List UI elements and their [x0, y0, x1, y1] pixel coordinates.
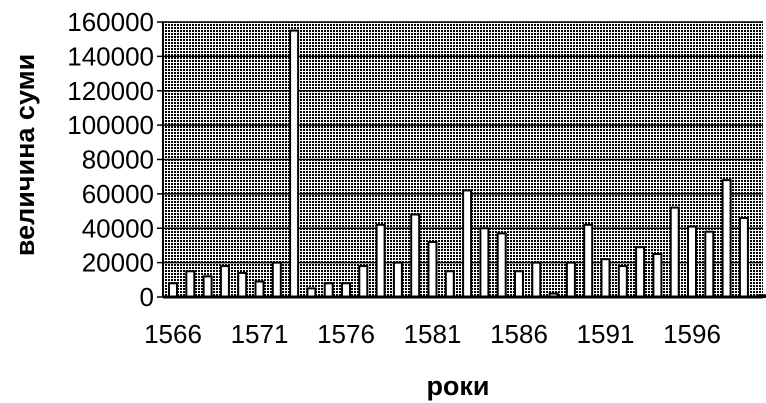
- bar-1571: [254, 280, 265, 298]
- bar-1584: [479, 227, 490, 298]
- x-tick-labels: 1566 1571 1576 1581 1586 1591 1596: [144, 319, 721, 349]
- bar-1581: [427, 241, 438, 298]
- bar-1591: [600, 258, 611, 298]
- bar-1593: [635, 246, 646, 298]
- x-tick-label-1581: 1581: [404, 319, 462, 349]
- bar-1585: [496, 232, 507, 298]
- bar-1590: [583, 223, 594, 298]
- bar-1573: [289, 29, 300, 298]
- y-tick-label-8: 160000: [67, 7, 154, 37]
- bar-1577: [358, 265, 369, 298]
- bar-1586: [514, 270, 524, 298]
- bar-1566: [168, 282, 178, 298]
- bar-1582: [444, 270, 455, 298]
- bar-1575: [323, 282, 334, 298]
- x-tick-label-1566: 1566: [144, 319, 202, 349]
- bar-1583: [462, 189, 473, 298]
- y-tick-label-6: 120000: [67, 76, 154, 106]
- bar-1572: [271, 261, 282, 298]
- bar-1595: [669, 206, 680, 298]
- y-tick-label-3: 60000: [82, 179, 154, 209]
- x-tick-label-1596: 1596: [663, 319, 721, 349]
- bar-1568: [202, 275, 213, 298]
- bar-1599: [738, 216, 749, 298]
- y-tick-label-4: 80000: [82, 145, 154, 175]
- bar-1570: [237, 271, 248, 298]
- axes: [157, 21, 763, 299]
- x-tick-label-1586: 1586: [490, 319, 548, 349]
- bar-1587: [531, 261, 542, 298]
- x-axis-title: роки: [426, 371, 489, 401]
- bar-1598: [721, 179, 732, 298]
- bar-1594: [652, 253, 663, 298]
- y-tick-labels: 0 20000 40000 60000 80000 100000 120000 140000 1…: [67, 7, 154, 312]
- bar-1578: [375, 223, 386, 298]
- bar-1567: [185, 270, 196, 298]
- bar-1596: [687, 225, 697, 298]
- y-tick-label-5: 100000: [67, 110, 154, 140]
- y-tick-label-0: 0: [140, 282, 154, 312]
- bar-1580: [410, 213, 421, 298]
- bar-1569: [219, 265, 230, 298]
- x-tick-label-1576: 1576: [317, 319, 375, 349]
- y-tick-label-2: 40000: [82, 213, 154, 243]
- x-tick-label-1591: 1591: [577, 319, 635, 349]
- x-tick-label-1571: 1571: [231, 319, 289, 349]
- bar-1589: [565, 261, 576, 298]
- bar-1592: [617, 265, 628, 298]
- y-tick-label-7: 140000: [67, 41, 154, 71]
- y-axis-title: величина суми: [10, 54, 40, 256]
- bar-1597: [704, 230, 715, 298]
- y-tick-label-1: 20000: [82, 248, 154, 278]
- bar-1576: [341, 282, 351, 298]
- bar-1579: [392, 261, 403, 298]
